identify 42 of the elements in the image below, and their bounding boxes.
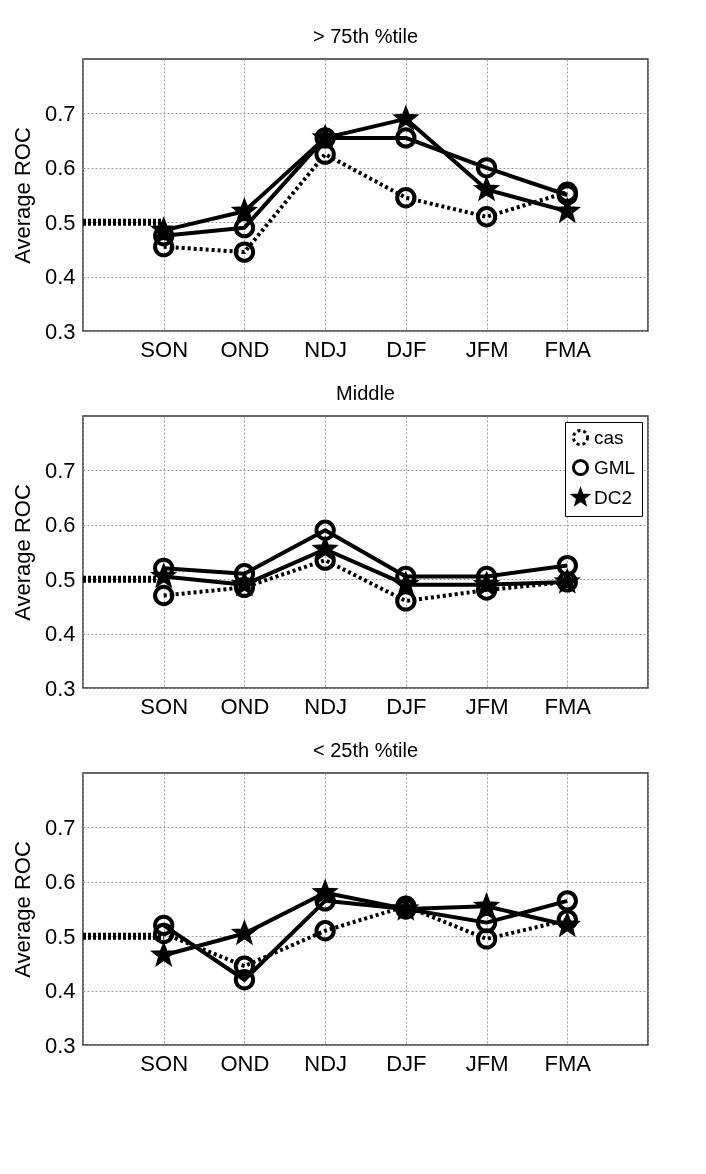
x-tick-label: NDJ [304, 1050, 348, 1076]
x-tick-label: FMA [544, 336, 592, 362]
y-tick-label: 0.3 [44, 675, 76, 701]
x-tick-label: DJF [386, 336, 427, 362]
x-tick-label: JFM [465, 693, 509, 719]
x-tick-label: JFM [465, 336, 509, 362]
y-tick-label: 0.4 [44, 978, 76, 1004]
x-tick-label: FMA [544, 1050, 592, 1076]
x-tick-label: OND [220, 693, 270, 719]
y-tick-label: 0.6 [44, 512, 76, 538]
x-tick-label: OND [220, 336, 270, 362]
y-tick-label: 0.3 [44, 318, 76, 344]
y-tick-label: 0.6 [44, 155, 76, 181]
y-tick-label: 0.5 [44, 923, 76, 949]
y-tick-label: 0.7 [44, 457, 76, 483]
x-tick-label: FMA [544, 693, 592, 719]
x-tick-label: OND [220, 1050, 270, 1076]
y-tick-label: 0.3 [44, 1032, 76, 1058]
y-tick-label: 0.6 [44, 869, 76, 895]
chart-title: < 25th %tile [312, 739, 419, 761]
chart-title: > 75th %tile [312, 25, 419, 47]
y-tick-label: 0.4 [44, 621, 76, 647]
y-tick-label: 0.5 [44, 209, 76, 235]
chart-title: Middle [336, 382, 395, 404]
legend-label: GML [594, 456, 636, 478]
y-tick-label: 0.4 [44, 264, 76, 290]
legend-label: cas [594, 426, 624, 448]
y-axis-title: Average ROC [9, 841, 35, 978]
y-axis-title: Average ROC [9, 127, 35, 264]
legend-label: DC2 [594, 486, 633, 508]
x-tick-label: NDJ [304, 336, 348, 362]
x-tick-label: SON [140, 336, 189, 362]
x-tick-label: DJF [386, 1050, 427, 1076]
x-tick-label: NDJ [304, 693, 348, 719]
x-tick-label: DJF [386, 693, 427, 719]
y-tick-label: 0.5 [44, 566, 76, 592]
y-axis-title: Average ROC [9, 484, 35, 621]
x-tick-label: JFM [465, 1050, 509, 1076]
x-tick-label: SON [140, 693, 189, 719]
y-tick-label: 0.7 [44, 814, 76, 840]
x-tick-label: SON [140, 1050, 189, 1076]
y-tick-label: 0.7 [44, 100, 76, 126]
